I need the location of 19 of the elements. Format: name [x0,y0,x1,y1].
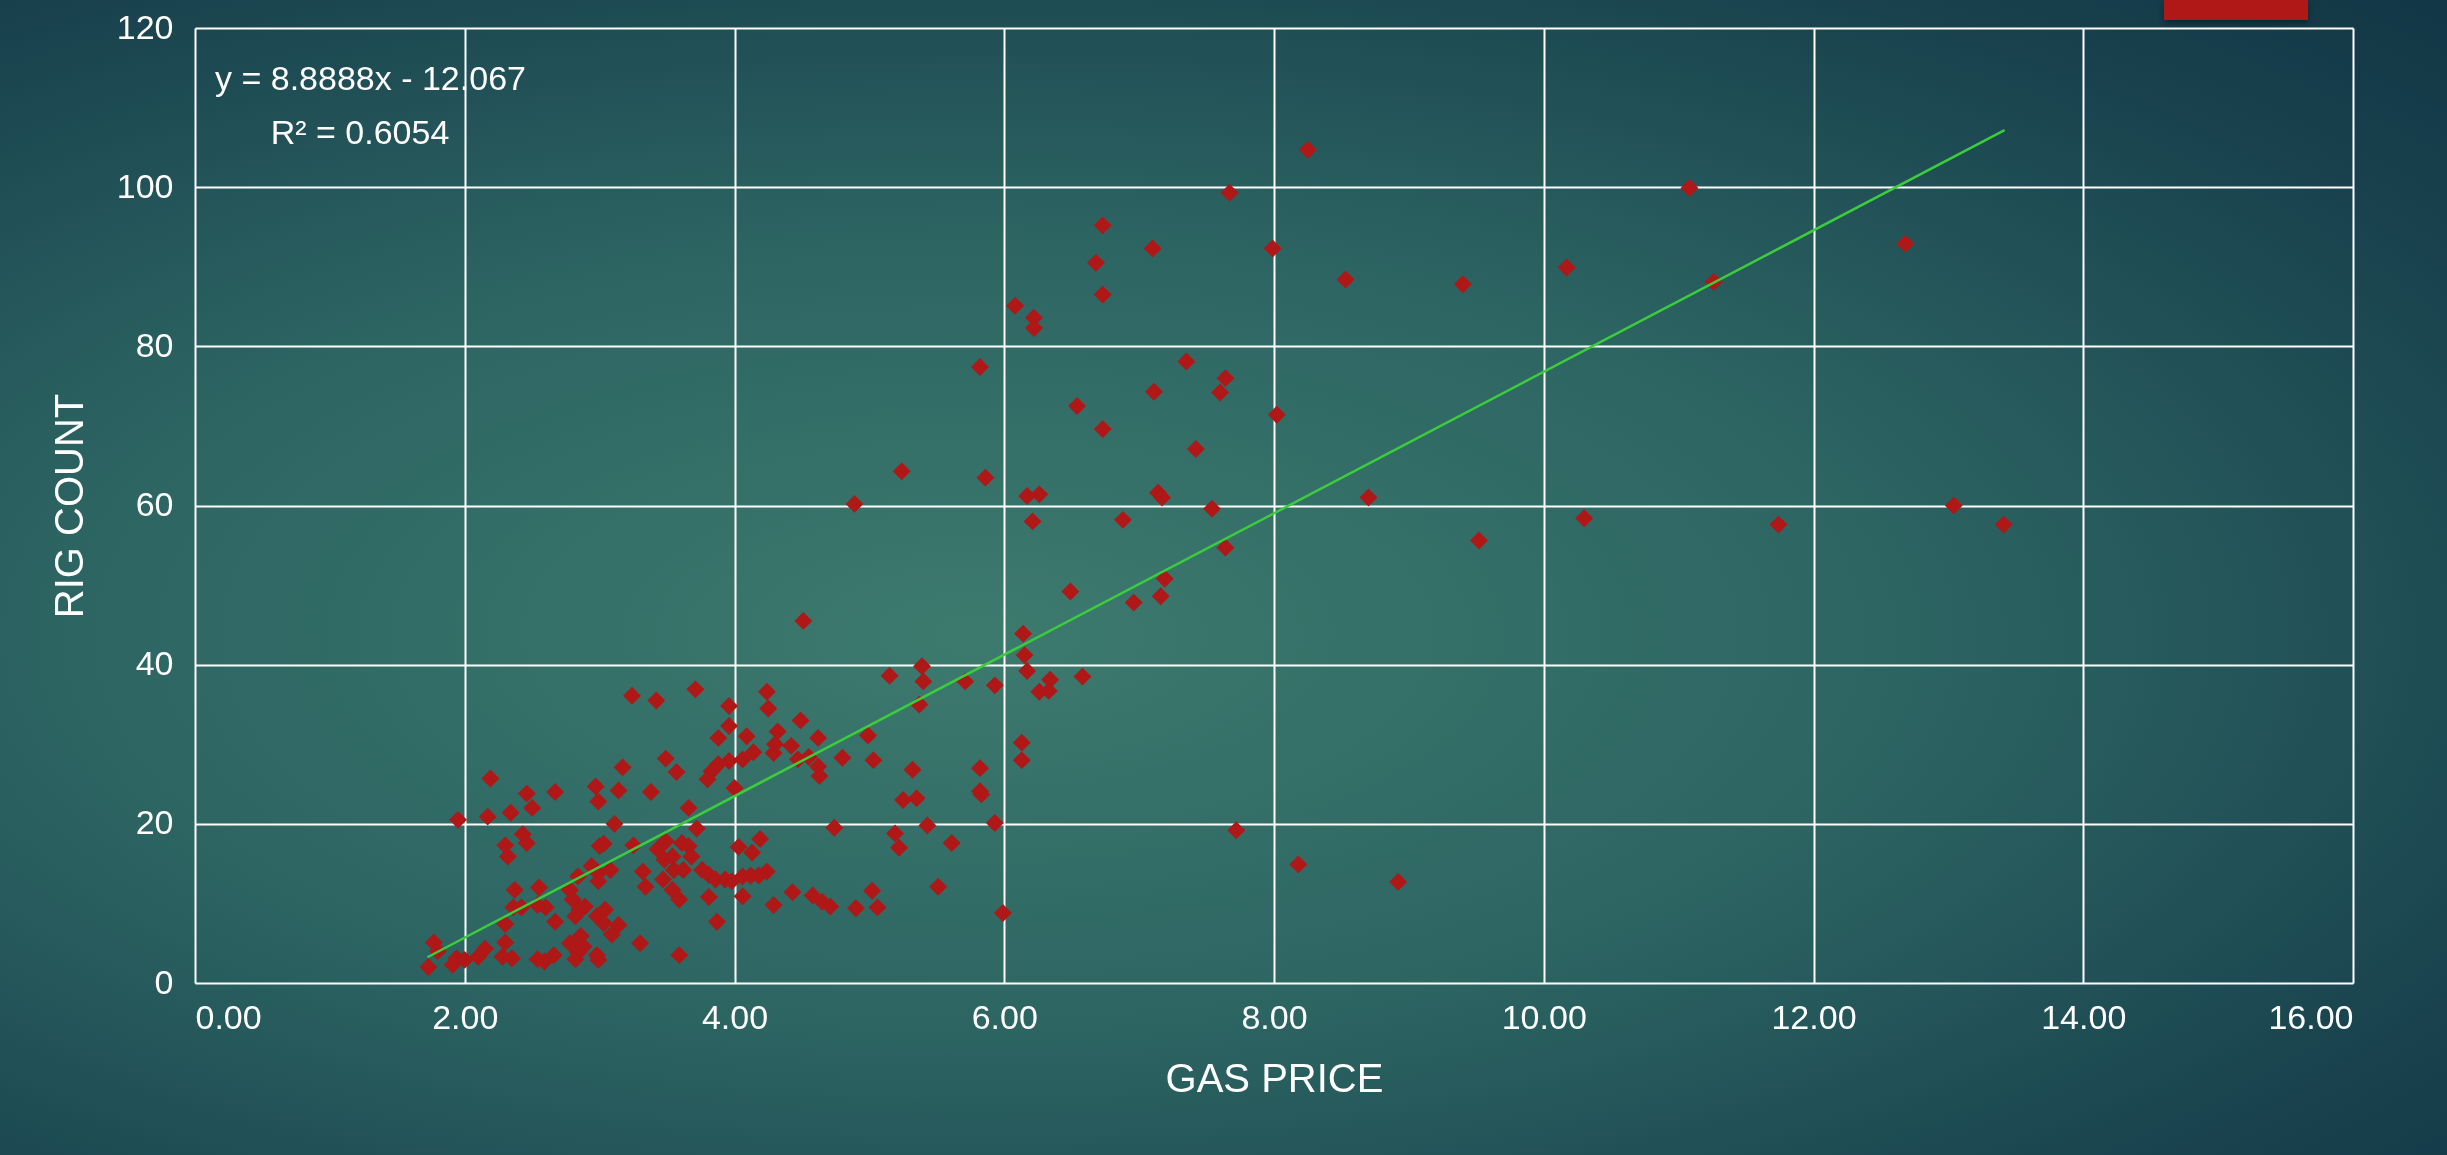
y-tick-label: 40 [135,644,174,683]
x-tick-label: 12.00 [1771,997,1857,1036]
x-tick-label: 0.00 [195,997,262,1036]
y-tick-label: 100 [116,166,174,205]
x-tick-label: 4.00 [701,997,769,1036]
x-tick-label: 10.00 [1501,997,1587,1036]
x-tick-label: 16.00 [2268,997,2354,1036]
y-tick-label: 60 [135,485,174,523]
x-tick-label: 8.00 [1241,997,1308,1036]
y-tick-label: 0 [154,962,174,1001]
x-tick-label: 2.00 [432,997,499,1036]
annotation: R² = 0.6054 [270,113,450,151]
y-tick-label: 20 [135,803,174,842]
y-axis-title: RIG COUNT [46,393,91,619]
x-axis-title: GAS PRICE [1165,1055,1384,1100]
x-tick-label: 14.00 [2041,997,2127,1036]
y-tick-label: 120 [116,7,174,46]
x-tick-label: 6.00 [971,997,1038,1036]
y-tick-label: 80 [135,325,174,364]
